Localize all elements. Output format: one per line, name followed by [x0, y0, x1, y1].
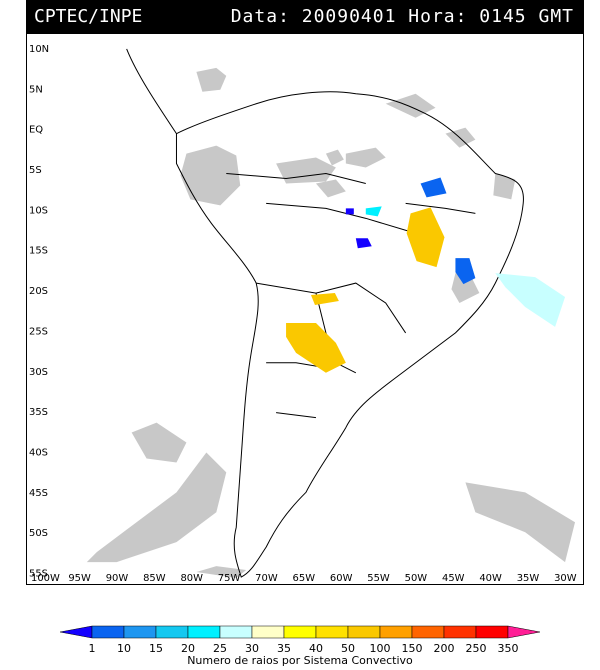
legend-level-label: 150 — [402, 642, 423, 655]
legend-level-label: 40 — [309, 642, 323, 655]
lat-label: 25S — [29, 326, 48, 337]
legend-swatch — [475, 625, 509, 639]
lon-label: 65W — [293, 573, 316, 584]
legend-swatch — [443, 625, 477, 639]
legend-swatch — [91, 625, 125, 639]
legend-level-labels: 1 10 15 20 25 30 35 40 50 100 150 200 250 350 — [89, 642, 519, 655]
legend-level-label: 30 — [245, 642, 259, 655]
legend-swatch — [283, 625, 317, 639]
legend-swatch — [59, 625, 93, 639]
lat-label: 10S — [29, 205, 48, 216]
legend-swatch — [251, 625, 285, 639]
lat-label: 15S — [29, 246, 48, 257]
legend-swatch — [315, 625, 349, 639]
longitude-labels: 100W 95W 90W 85W 80W 75W 70W 65W 60W 55W 50W 45W 40W… — [31, 573, 577, 584]
lon-label: 55W — [367, 573, 390, 584]
lon-label: 40W — [479, 573, 502, 584]
lat-label: 5S — [29, 165, 42, 176]
lon-label: 30W — [554, 573, 577, 584]
legend-level-label: 50 — [341, 642, 355, 655]
map-header: CPTEC/INPE Data: 20090401 Hora: 0145 GMT — [26, 0, 584, 33]
legend-level-label: 1 — [89, 642, 96, 655]
lightning-systems — [286, 177, 566, 373]
legend-level-label: 15 — [149, 642, 163, 655]
legend-level-label: 25 — [213, 642, 227, 655]
legend-level-label: 20 — [181, 642, 195, 655]
lon-label: 100W — [31, 573, 60, 584]
legend-swatch — [219, 625, 253, 639]
legend-swatch — [187, 625, 221, 639]
source-label: CPTEC/INPE — [34, 6, 143, 27]
legend-title: Numero de raios por Sistema Convectivo — [187, 654, 413, 667]
lat-label: 45S — [29, 488, 48, 499]
lon-label: 35W — [517, 573, 540, 584]
legend-swatch — [411, 625, 445, 639]
legend-swatch — [347, 625, 381, 639]
lat-label: 35S — [29, 407, 48, 418]
color-legend: 1 10 15 20 25 30 35 40 50 100 150 200 250 350 Numero … — [59, 625, 541, 667]
lat-label: 50S — [29, 528, 48, 539]
map-panel: 10N5NEQ5S10S15S20S25S30S35S40S45S50S55S … — [26, 33, 584, 585]
lon-label: 60W — [330, 573, 353, 584]
lat-label: 40S — [29, 447, 48, 458]
lat-label: 20S — [29, 286, 48, 297]
legend-level-label: 35 — [277, 642, 291, 655]
legend-level-label: 350 — [498, 642, 519, 655]
lat-label: 55S — [29, 569, 48, 580]
legend-swatch — [155, 625, 189, 639]
lat-label: 10N — [29, 44, 49, 55]
lon-label: 70W — [255, 573, 278, 584]
legend-swatch — [379, 625, 413, 639]
lon-label: 80W — [180, 573, 203, 584]
lon-label: 95W — [68, 573, 91, 584]
lon-label: 90W — [106, 573, 129, 584]
lon-label: 45W — [442, 573, 465, 584]
legend-level-label: 10 — [117, 642, 131, 655]
lon-label: 75W — [218, 573, 241, 584]
latitude-labels: 10N 5N EQ 5S 10S 15S 20S 25S 30S 35S 40S 45S 50S 55S — [29, 44, 49, 580]
legend-color-bar — [59, 625, 541, 639]
date-time-label: Data: 20090401 Hora: 0145 GMT — [230, 6, 574, 27]
legend-swatch — [123, 625, 157, 639]
coastlines — [126, 48, 524, 578]
legend-level-label: 100 — [370, 642, 391, 655]
legend-level-label: 250 — [466, 642, 487, 655]
lat-label: EQ — [29, 125, 43, 136]
lat-label: 5N — [29, 84, 43, 95]
legend-level-label: 200 — [434, 642, 455, 655]
lat-label: 30S — [29, 367, 48, 378]
legend-swatch — [507, 625, 541, 639]
lon-label: 50W — [405, 573, 428, 584]
lon-label: 85W — [143, 573, 166, 584]
